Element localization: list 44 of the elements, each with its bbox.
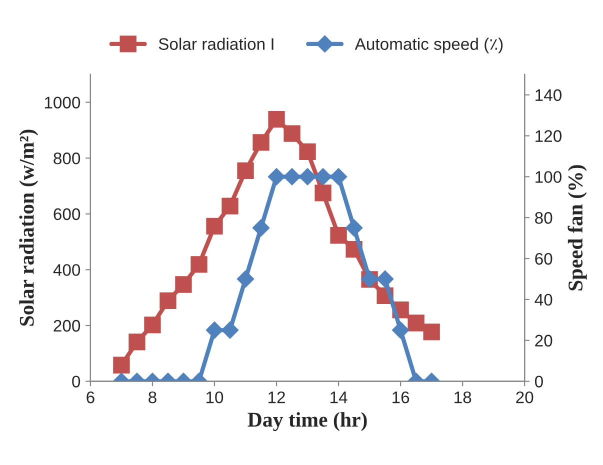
y-tick-label: 400 [53,264,80,276]
point [299,143,316,160]
point [113,356,130,374]
x-tick-label: 12 [268,391,285,404]
y2-tick-label: 100 [536,171,562,183]
point [268,110,285,128]
point [190,256,208,273]
point [160,292,176,310]
point [314,184,332,202]
x-tick-label: 14 [330,392,348,404]
y-tick-label: 200 [54,320,80,332]
y2-tick-label: 120 [536,130,562,142]
point [330,227,347,244]
y2-tick-label: 40 [534,294,552,306]
point [408,314,424,332]
x-tick-label: 8 [148,391,156,404]
x-tick-label: 6 [86,391,94,404]
point [128,334,146,350]
y2-tick-label: 140 [536,89,562,102]
x-tick-label: 18 [454,391,472,404]
x-axis-title: Day time (hr) [248,412,367,432]
y2-tick-label: 20 [535,334,552,347]
y2-axis-title: Speed fan (%) [568,165,587,290]
y-axis-title: Solar radiation (w/m²) [19,130,38,326]
y-tick-label: 800 [54,152,80,164]
y2-tick-label: 60 [535,252,552,265]
y-tick-label: 0 [72,376,80,388]
y-tick-label: 1000 [44,96,80,109]
x-tick-label: 20 [516,391,534,404]
legend-label: Automatic speed (٪) [354,38,503,54]
legend-label: Solar radiation I [158,38,274,50]
point [252,134,270,151]
x-tick-label: 16 [392,391,410,404]
point [144,316,161,334]
point [284,125,300,142]
point [206,218,223,235]
point [423,324,440,340]
y2-tick-label: 80 [535,212,552,224]
y2-tick-label: 0 [534,376,543,388]
x-tick-label: 10 [206,391,224,404]
y-tick-label: 600 [54,208,80,220]
point [175,276,192,293]
point [237,162,254,179]
point [222,198,238,214]
